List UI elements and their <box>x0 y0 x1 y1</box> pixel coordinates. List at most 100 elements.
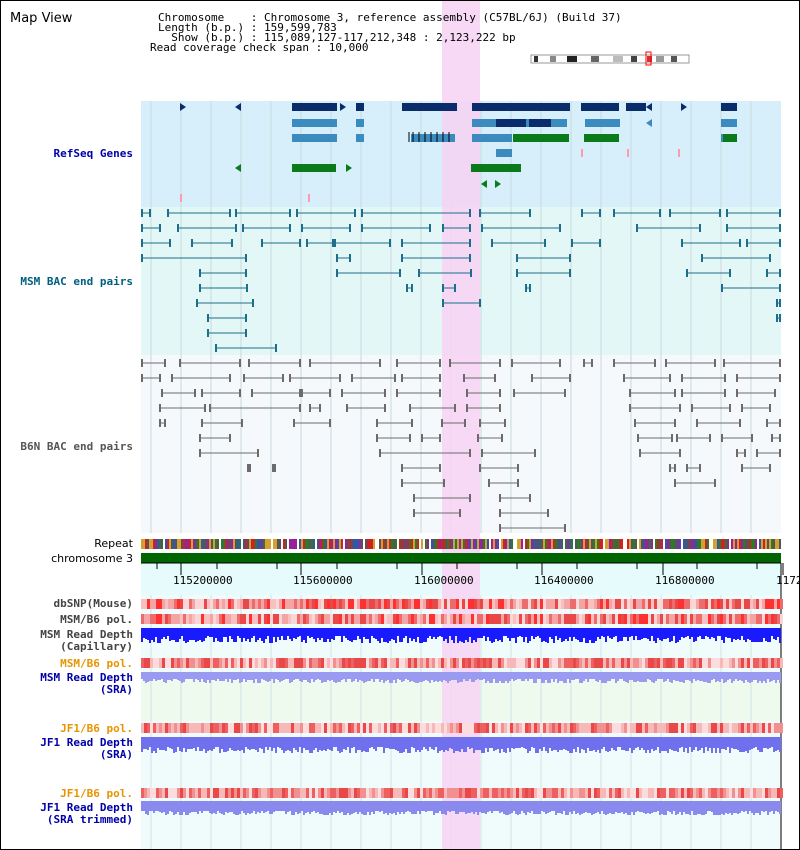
polymorphism-density <box>729 599 732 609</box>
track-label-msm-b6-pol-2[interactable]: MSM/B6 pol. <box>60 657 133 670</box>
repeat-feature <box>369 539 371 549</box>
read-depth-bar <box>419 672 421 682</box>
polymorphism-density <box>549 723 552 733</box>
repeat-feature <box>179 539 181 549</box>
read-depth-bar <box>309 628 311 638</box>
read-depth-bar <box>653 801 655 812</box>
polymorphism-density <box>441 788 444 798</box>
read-depth-bar <box>663 737 665 751</box>
read-depth-bar <box>295 801 297 812</box>
read-depth-bar <box>353 737 355 747</box>
track-label-msm-b6-pol-1[interactable]: MSM/B6 pol. <box>60 613 133 626</box>
read-depth-bar <box>549 672 551 683</box>
track-label-dbsnp[interactable]: dbSNP(Mouse) <box>53 597 133 610</box>
polymorphism-density <box>474 723 477 733</box>
repeat-feature <box>401 539 403 549</box>
read-depth-bar <box>661 672 663 679</box>
b6n-bac-end <box>466 389 468 397</box>
track-label-msm-depth-sra[interactable]: MSM Read Depth (SRA) <box>40 671 133 696</box>
track-label-jf1-b6-pol-1[interactable]: JF1/B6 pol. <box>60 722 133 735</box>
read-depth-bar <box>387 672 389 680</box>
polymorphism-density <box>495 614 498 624</box>
polymorphism-density <box>552 658 555 668</box>
read-depth-bar <box>689 801 691 815</box>
read-depth-bar <box>399 672 401 680</box>
track-label-jf1-depth-trimmed[interactable]: JF1 Read Depth (SRA trimmed) <box>40 801 133 826</box>
polymorphism-density <box>357 599 360 609</box>
read-depth-bar <box>353 628 355 640</box>
read-depth-bar <box>499 672 501 681</box>
polymorphism-density <box>711 614 714 624</box>
read-depth-bar <box>263 737 265 753</box>
b6n-bac-end <box>257 449 259 457</box>
polymorphism-density <box>516 788 519 798</box>
track-label-msm-depth-capillary[interactable]: MSM Read Depth (Capillary) <box>40 628 133 653</box>
polymorphism-density <box>666 788 669 798</box>
read-depth-bar <box>507 737 509 748</box>
repeat-feature <box>295 539 297 549</box>
polymorphism-density <box>432 788 435 798</box>
read-depth-bar <box>377 672 379 679</box>
polymorphism-density <box>210 614 213 624</box>
polymorphism-density <box>564 788 567 798</box>
polymorphism-density <box>534 599 537 609</box>
read-depth-bar <box>743 737 745 752</box>
b6n-bac-end <box>721 434 723 442</box>
repeat-feature <box>585 539 587 549</box>
track-label-jf1-depth-sra[interactable]: JF1 Read Depth (SRA) <box>40 736 133 761</box>
read-depth-bar <box>459 737 461 752</box>
polymorphism-density <box>741 723 744 733</box>
read-depth-bar <box>549 628 551 637</box>
polymorphism-density <box>309 658 312 668</box>
read-depth-bar <box>331 628 333 639</box>
polymorphism-density <box>327 614 330 624</box>
polymorphism-density <box>471 788 474 798</box>
polymorphism-density <box>474 599 477 609</box>
track-label-b6n-bac[interactable]: B6N BAC end pairs <box>20 440 133 453</box>
track-label-refseq[interactable]: RefSeq Genes <box>53 147 133 160</box>
read-depth-bar <box>263 628 265 643</box>
read-depth-bar <box>199 672 201 682</box>
read-depth-bar <box>161 737 163 750</box>
track-label-msm-bac[interactable]: MSM BAC end pairs <box>20 275 133 288</box>
repeat-feature <box>481 539 483 549</box>
repeat-feature <box>323 539 325 549</box>
polymorphism-density <box>258 614 261 624</box>
polymorphism-density <box>732 723 735 733</box>
polymorphism-density <box>696 599 699 609</box>
b6n-bac-end <box>161 389 163 397</box>
polymorphism-density <box>225 614 228 624</box>
b6n-bac-end <box>499 389 501 397</box>
read-depth-bar <box>771 737 773 747</box>
read-depth-bar <box>449 628 451 636</box>
polymorphism-density <box>618 788 621 798</box>
read-depth-bar <box>203 672 205 682</box>
track-label-jf1-b6-pol-2[interactable]: JF1/B6 pol. <box>60 787 133 800</box>
read-depth-bar <box>365 628 367 639</box>
polymorphism-density <box>405 788 408 798</box>
repeat-feature <box>387 539 389 549</box>
polymorphism-density <box>672 788 675 798</box>
polymorphism-density <box>336 599 339 609</box>
b6n-bac-end <box>724 389 726 397</box>
read-depth-bar <box>531 801 533 811</box>
polymorphism-density <box>381 723 384 733</box>
read-depth-bar <box>609 737 611 751</box>
polymorphism-density <box>720 723 723 733</box>
read-depth-bar <box>683 628 685 638</box>
polymorphism-density <box>534 788 537 798</box>
polymorphism-density <box>462 599 465 609</box>
read-depth-bar <box>435 628 437 639</box>
polymorphism-density <box>174 788 177 798</box>
read-depth-bar <box>691 801 693 811</box>
polymorphism-density <box>747 614 750 624</box>
b6n-bac-end <box>779 359 781 367</box>
polymorphism-density <box>657 614 660 624</box>
b6n-bac-end <box>141 374 143 382</box>
read-depth-bar <box>629 628 631 637</box>
read-depth-bar <box>489 628 491 641</box>
read-depth-bar <box>519 628 521 636</box>
read-depth-bar <box>151 628 153 640</box>
read-depth-bar <box>225 628 227 637</box>
